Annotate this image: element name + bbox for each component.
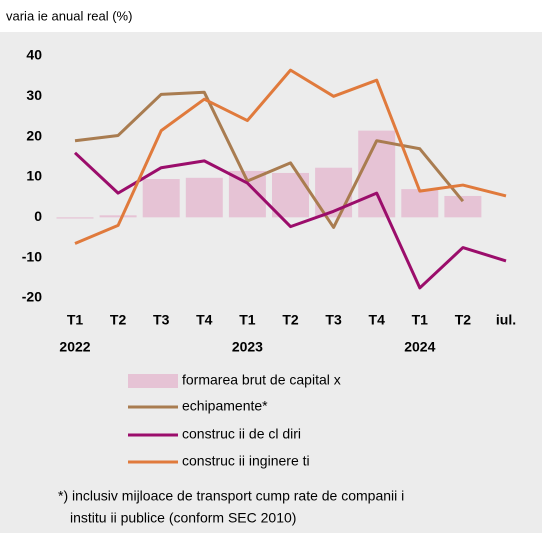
x-tick-label: T4 [369,312,386,328]
subtitle: varia ie anual real (%) [6,8,132,23]
x-tick-label: T2 [110,312,127,328]
y-tick-label: 0 [34,208,42,224]
bar [99,215,137,218]
y-tick-label: 20 [26,127,42,143]
legend-swatch [128,374,178,388]
y-tick-label: -20 [22,289,42,305]
legend-label: formarea brut de capital x [182,372,341,388]
y-tick-label: -10 [22,248,42,264]
x-tick-label: T1 [67,312,84,328]
bar [142,179,180,218]
footnote: institu ii publice (conform SEC 2010) [70,510,296,526]
bar [358,130,396,218]
x-tick-label: T1 [239,312,256,328]
x-tick-label: T3 [325,312,342,328]
x-tick-label: T2 [455,312,472,328]
panel [0,32,542,533]
x-group-label: 2024 [404,339,435,355]
x-tick-label: iul. [496,312,516,328]
bar [56,217,94,219]
bar [444,195,482,218]
x-tick-label: T3 [153,312,170,328]
y-tick-label: 40 [26,47,42,63]
line [74,68,507,245]
footnote: *) inclusiv mijloace de transport cump r… [58,488,404,504]
y-tick-label: 10 [26,168,42,184]
x-group-label: 2023 [232,339,263,355]
line [73,151,507,290]
legend-label: echipamente* [182,398,268,414]
y-tick-label: 30 [26,87,42,103]
line [74,90,465,229]
x-tick-label: T1 [412,312,429,328]
x-tick-label: T2 [282,312,299,328]
bar [185,177,223,218]
legend-label: construc ii inginere ti [182,453,310,469]
legend-label: construc ii de cl diri [182,426,301,442]
bar [401,189,439,218]
x-group-label: 2022 [59,339,90,355]
x-tick-label: T4 [196,312,213,328]
